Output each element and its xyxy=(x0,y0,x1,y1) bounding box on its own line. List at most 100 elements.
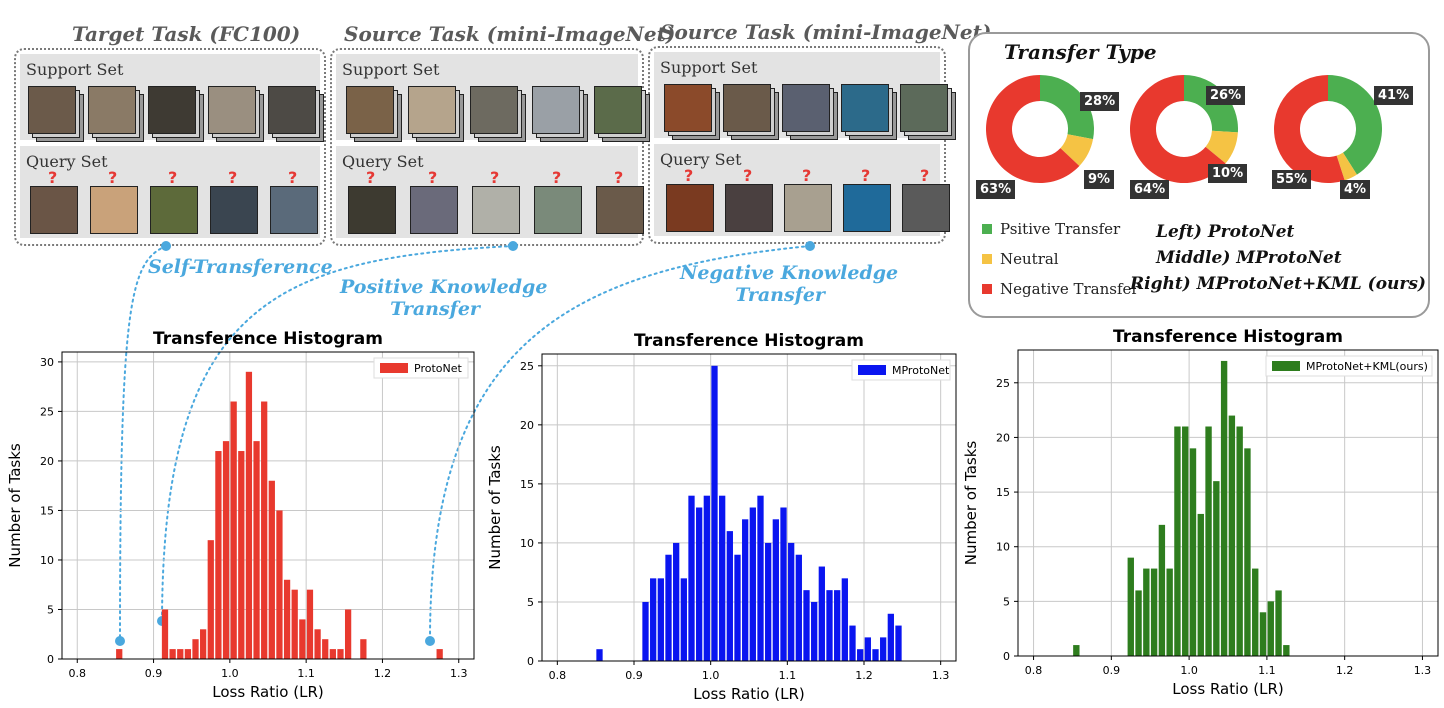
connector-dot xyxy=(805,241,815,251)
histogram-bar xyxy=(314,629,321,659)
histogram-bar xyxy=(734,554,741,661)
histogram-mprotonet: Transference Histogram 0 5 10 15 20 25 0.8 0.9 1.… xyxy=(486,331,957,703)
donut-value-label: 64% xyxy=(1130,180,1170,199)
connector-dot xyxy=(508,241,518,251)
chart-title: Transference Histogram xyxy=(1113,327,1343,347)
histogram-bar xyxy=(283,579,291,659)
histogram-bar xyxy=(1135,590,1142,656)
query-image xyxy=(725,184,773,232)
histogram-bar xyxy=(253,441,260,659)
histogram-bar xyxy=(1182,426,1189,656)
y-tick-label: 10 xyxy=(520,537,534,550)
support-image xyxy=(594,86,642,134)
donut-charts xyxy=(986,75,1382,183)
histogram-bar xyxy=(887,613,894,661)
support-image xyxy=(268,86,316,134)
legend-label-neutral: Neutral xyxy=(1000,250,1059,268)
histogram-bar xyxy=(841,578,848,661)
legend-swatch-positive xyxy=(982,224,992,234)
histogram-bar xyxy=(788,542,795,661)
legend-label-negative: Negative Transfer xyxy=(1000,280,1139,298)
positive-transfer-label-line1: Positive Knowledge xyxy=(340,276,548,298)
positive-transfer-connector xyxy=(161,245,514,621)
task-title-source-negative: Source Task (mini-ImageNet) xyxy=(660,20,992,44)
histogram-bar xyxy=(436,649,443,659)
histogram-bar xyxy=(261,401,268,659)
histogram-bar xyxy=(1259,612,1267,656)
chart-title: Transference Histogram xyxy=(634,331,864,351)
unknown-label-mark: ? xyxy=(428,168,438,187)
x-tick-label: 1.0 xyxy=(1180,664,1198,677)
histogram-bar xyxy=(1143,568,1150,656)
histogram-bar xyxy=(322,639,329,659)
histogram-bar xyxy=(711,365,718,661)
x-tick-label: 0.9 xyxy=(1103,664,1121,677)
histogram-bar xyxy=(1158,524,1166,656)
legend-box xyxy=(1265,355,1433,377)
legend-swatch xyxy=(1272,361,1300,371)
histogram-bar xyxy=(757,495,764,661)
histogram-bar xyxy=(642,601,649,661)
unknown-label-mark: ? xyxy=(552,168,562,187)
query-set-label: Query Set xyxy=(660,150,742,169)
support-image xyxy=(346,86,394,134)
donut-value-label: 9% xyxy=(1084,170,1115,189)
histogram-kml: Transference Histogram 0 5 10 15 20 25 0.8 0.9 1.… xyxy=(962,327,1439,698)
histogram-bar xyxy=(291,589,298,659)
support-image xyxy=(900,84,948,132)
histogram-bar xyxy=(200,629,207,659)
donut-slice-neutral xyxy=(1205,130,1238,164)
histogram-bar xyxy=(1252,568,1259,656)
x-tick-label: 0.8 xyxy=(1025,664,1043,677)
query-image xyxy=(410,186,458,234)
donut-value-label: 26% xyxy=(1206,86,1246,105)
histogram-bar xyxy=(703,495,710,661)
support-image xyxy=(148,86,196,134)
unknown-label-mark: ? xyxy=(802,166,812,185)
support-image xyxy=(532,86,580,134)
x-tick-label: 0.9 xyxy=(625,669,643,682)
query-set-label: Query Set xyxy=(26,152,108,171)
x-tick-label: 1.1 xyxy=(779,669,797,682)
histogram-bar xyxy=(276,510,283,659)
y-tick-label: 0 xyxy=(1003,650,1010,663)
unknown-label-mark: ? xyxy=(684,166,694,185)
x-tick-label: 1.1 xyxy=(297,667,315,680)
histogram-bar xyxy=(849,625,856,661)
histogram-bar xyxy=(1213,481,1220,656)
histogram-bar xyxy=(719,495,726,661)
support-image xyxy=(88,86,136,134)
negative-transfer-label: Negative Knowledge Transfer xyxy=(680,262,898,306)
unknown-label-mark: ? xyxy=(168,168,178,187)
x-tick-label: 1.0 xyxy=(221,667,239,680)
histogram-bar xyxy=(688,495,695,661)
x-tick-label: 1.0 xyxy=(702,669,720,682)
support-image xyxy=(723,84,771,132)
histogram-bar xyxy=(1127,557,1134,656)
histogram-bar xyxy=(895,625,902,661)
y-tick-label: 5 xyxy=(1003,595,1010,608)
histogram-bar xyxy=(268,480,275,659)
support-image xyxy=(841,84,889,132)
donut-value-label: 63% xyxy=(976,180,1016,199)
histogram-bar xyxy=(765,542,772,661)
histogram-bar xyxy=(360,639,367,659)
donut-value-label: 41% xyxy=(1374,86,1414,105)
x-tick-label: 1.3 xyxy=(450,667,468,680)
donut-slice-negative xyxy=(1130,75,1226,183)
histogram-bar xyxy=(726,531,733,661)
connector-dot xyxy=(161,241,171,251)
y-tick-label: 25 xyxy=(996,377,1010,390)
donut-slice-positive xyxy=(1328,75,1382,175)
positive-transfer-label-line2: Transfer xyxy=(390,298,480,320)
x-tick-label: 0.8 xyxy=(69,667,87,680)
support-set-label: Support Set xyxy=(660,58,758,77)
histogram-bar xyxy=(1189,448,1197,656)
histogram-bar xyxy=(880,637,887,661)
histogram-bar xyxy=(742,519,749,661)
histogram-bar xyxy=(184,649,192,659)
donut-value-label: 4% xyxy=(1340,180,1371,199)
histogram-bar xyxy=(696,507,703,661)
query-image xyxy=(843,184,891,232)
y-tick-label: 15 xyxy=(996,486,1010,499)
